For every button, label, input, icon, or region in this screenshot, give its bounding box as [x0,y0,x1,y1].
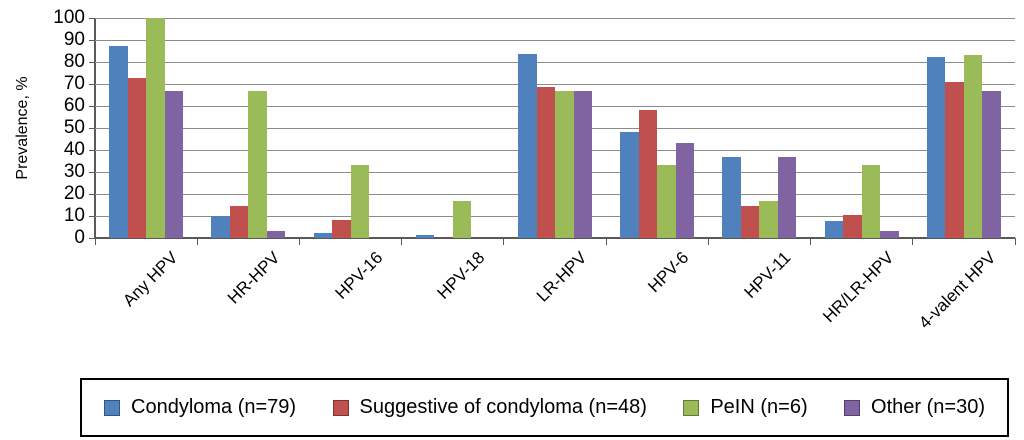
bar [638,109,658,238]
y-axis-tick-mark [89,215,95,217]
bar [109,45,128,238]
y-tick-label: 10 [63,205,85,226]
bar [880,230,899,238]
y-axis-tick-mark [89,83,95,85]
bar [555,91,574,238]
bar [675,142,695,238]
bar [759,201,778,238]
bar [313,232,333,238]
x-axis-tick-mark [401,238,403,245]
x-axis-tick-mark [94,238,96,245]
bar [350,164,370,238]
bar [740,205,760,238]
gridline [95,61,1015,63]
bar [229,205,249,238]
y-axis-tick-mark [89,237,95,239]
x-axis-tick-mark [196,238,198,245]
bar [861,164,881,238]
legend-item: Condyloma (n=79) [104,396,296,419]
x-axis-tick-mark [605,238,607,245]
bar [620,132,639,238]
y-tick-label: 0 [74,227,85,248]
bar [843,215,862,238]
bar [211,215,230,238]
y-axis-tick-mark [89,149,95,151]
bar [722,157,741,238]
x-axis-tick-mark [298,238,300,245]
legend-label: Condyloma (n=79) [131,396,297,418]
y-tick-label: 70 [63,73,85,94]
bar [573,91,592,238]
x-tick-label: HPV-18 [433,248,489,303]
bar [518,54,537,238]
legend-label: Other (n=30) [871,396,985,418]
plot-area [89,17,1016,245]
legend-swatch [104,399,120,416]
x-axis-tick-mark [912,238,914,245]
x-axis-tick-mark [1014,238,1016,245]
legend-swatch [683,399,700,416]
x-tick-label: HPV-16 [331,248,386,303]
x-tick-label: HR/LR-HPV [818,248,898,327]
bar [824,221,844,238]
y-axis-tick-mark [89,193,95,195]
y-axis-tick-mark [89,17,95,19]
gridline [95,17,1015,19]
bar [777,157,797,238]
bar [926,56,946,238]
gridline [95,39,1015,41]
y-axis-tick-mark [89,171,95,173]
bar [248,91,267,238]
y-tick-label: 30 [63,161,85,182]
bar [452,201,472,238]
y-tick-label: 40 [63,139,85,160]
legend-item: Other (n=30) [844,396,985,419]
bar [266,230,286,238]
x-tick-label: HR-HPV [224,248,284,308]
bar [536,86,555,238]
legend-item: PeIN (n=6) [683,396,808,419]
legend-swatch [844,399,861,416]
bar [945,82,964,238]
bar [127,77,147,238]
y-tick-label: 50 [63,117,85,138]
x-tick-label: HPV-11 [740,248,795,302]
bar [982,91,1001,238]
x-tick-label: LR-HPV [532,248,591,306]
y-tick-label: 20 [63,183,85,204]
legend-label: Suggestive of condyloma (n=48) [359,396,647,418]
y-tick-label: 60 [63,95,85,116]
bar [164,91,184,238]
legend: Condyloma (n=79) Suggestive of condyloma … [80,378,1009,437]
bar [146,18,165,238]
bar [657,164,676,238]
x-tick-label: Any HPV [119,248,182,311]
y-tick-label: 90 [63,29,85,50]
y-axis-tick-mark [89,127,95,129]
y-tick-label: 80 [63,51,85,72]
gridline [95,83,1015,85]
y-tick-label: 100 [53,7,85,28]
legend-item: Suggestive of condyloma (n=48) [332,396,647,419]
x-axis-tick-mark [503,238,505,245]
bar [963,54,983,238]
x-tick-label: HPV-6 [644,248,693,297]
legend-swatch [332,399,349,416]
bar [332,219,351,238]
x-axis-tick-mark [810,238,812,245]
y-axis-tick-mark [89,61,95,63]
x-tick-label: 4-valent HPV [915,248,1000,333]
y-axis-tick-mark [89,105,95,107]
x-axis-tick-mark [707,238,709,245]
bar [415,235,435,238]
legend-label: PeIN (n=6) [710,396,808,418]
y-axis-tick-mark [89,39,95,41]
x-axis-line [94,237,1015,239]
